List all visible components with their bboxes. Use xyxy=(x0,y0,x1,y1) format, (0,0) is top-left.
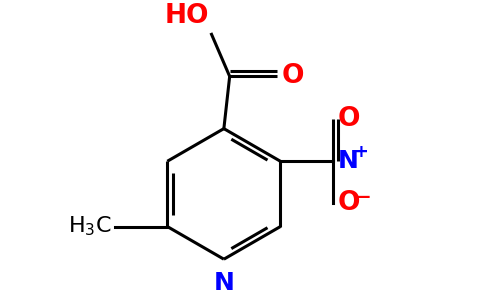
Text: O: O xyxy=(338,106,360,132)
Text: H$_3$C: H$_3$C xyxy=(68,215,112,238)
Text: O: O xyxy=(338,190,360,216)
Text: +: + xyxy=(353,143,368,161)
Text: HO: HO xyxy=(164,2,209,28)
Text: −: − xyxy=(354,188,371,207)
Text: N: N xyxy=(213,271,234,295)
Text: N: N xyxy=(338,149,359,173)
Text: O: O xyxy=(281,63,303,89)
